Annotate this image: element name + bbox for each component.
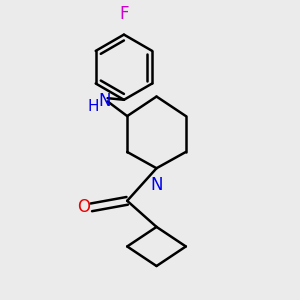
Text: O: O [77,198,90,216]
Text: N: N [150,176,163,194]
Text: H: H [88,99,99,114]
Text: N: N [98,92,111,110]
Text: F: F [119,5,129,23]
